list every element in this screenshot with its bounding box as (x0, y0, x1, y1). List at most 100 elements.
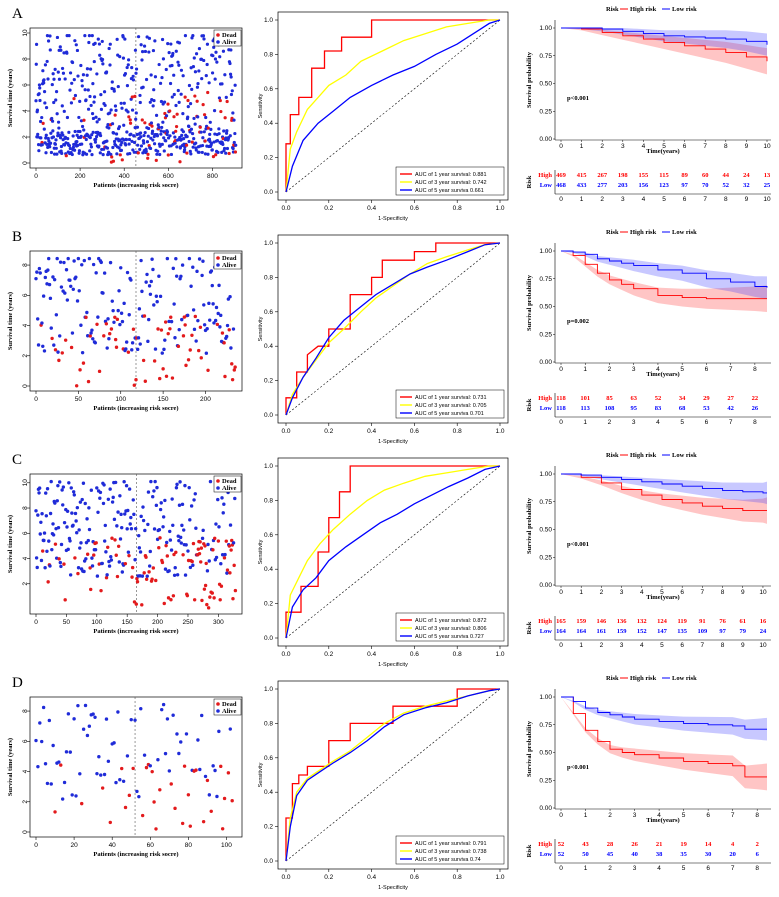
alive-point (94, 135, 99, 139)
alive-point (70, 152, 74, 157)
alive-point (172, 73, 176, 77)
alive-point (164, 139, 168, 143)
km-xtick-label: 1 (579, 589, 583, 596)
alive-point (127, 487, 132, 491)
dead-point (169, 598, 173, 602)
dead-point (219, 584, 224, 588)
legend-alive-marker (216, 709, 220, 713)
dead-point (193, 94, 197, 98)
alive-point (43, 63, 48, 67)
risk-low-count: 42 (727, 405, 734, 412)
alive-point (88, 67, 93, 71)
dead-point (69, 345, 74, 350)
alive-point (212, 321, 216, 325)
alive-point (157, 62, 161, 67)
alive-point (44, 133, 48, 137)
alive-point (88, 136, 92, 140)
alive-point (73, 511, 78, 516)
dead-point (151, 566, 156, 570)
km-high-curve (561, 473, 767, 512)
alive-point (121, 56, 126, 60)
risk-high-count: 4 (731, 841, 735, 848)
alive-point (51, 129, 55, 133)
scatter-ytick-label: 2 (22, 800, 29, 804)
alive-point (106, 123, 110, 127)
risk-xtick-label: 2 (608, 865, 612, 872)
alive-point (59, 564, 63, 569)
alive-point (58, 136, 63, 140)
alive-point (140, 58, 144, 62)
dead-point (208, 595, 212, 599)
alive-point (76, 566, 81, 570)
roc-curve-3 (285, 465, 501, 639)
alive-point (79, 134, 83, 138)
roc-xtick-label: 0.0 (281, 651, 290, 658)
roc-curve-3 (285, 19, 501, 193)
roc-ytick-label: 0.4 (264, 789, 273, 796)
dead-point (53, 542, 58, 546)
dead-point (228, 571, 232, 575)
dead-point (197, 551, 202, 556)
alive-point (58, 260, 63, 264)
roc-diagonal (285, 465, 501, 639)
alive-point (126, 550, 131, 554)
km-ytick-label: 0.25 (539, 777, 552, 784)
dead-point (74, 384, 79, 388)
alive-point (127, 313, 131, 317)
scatter-xtick-label: 100 (91, 619, 102, 626)
dead-point (144, 577, 149, 581)
scatter-xtick-label: 200 (152, 619, 163, 626)
alive-point (117, 560, 121, 564)
dead-point (166, 153, 170, 157)
alive-point (129, 132, 133, 136)
alive-point (204, 115, 208, 120)
scatter-ylabel: Survival time (years) (7, 515, 14, 573)
alive-point (60, 104, 64, 108)
alive-point (94, 115, 98, 119)
alive-point (167, 319, 171, 324)
alive-point (212, 45, 216, 49)
alive-point (80, 79, 84, 83)
dead-point (53, 810, 57, 814)
alive-point (156, 149, 160, 153)
risk-high-count: 136 (617, 618, 628, 625)
alive-point (78, 99, 82, 103)
dead-point (186, 98, 190, 103)
alive-point (84, 152, 89, 156)
alive-point (168, 529, 172, 534)
dead-point (214, 153, 218, 157)
alive-point (139, 135, 143, 139)
alive-point (189, 127, 194, 131)
km-xtick-label: 5 (680, 366, 684, 373)
alive-point (208, 120, 212, 124)
alive-point (93, 341, 98, 345)
alive-point (94, 271, 98, 275)
dead-point (186, 793, 191, 797)
dead-point (192, 598, 197, 602)
alive-point (74, 794, 78, 798)
alive-point (186, 105, 190, 109)
risk-table-title: Risk (526, 398, 533, 411)
dead-point (88, 334, 92, 338)
km-xtick-label: 10 (759, 589, 767, 596)
alive-point (125, 754, 130, 758)
dead-point (57, 358, 61, 363)
dead-point (197, 348, 201, 353)
risk-high-count: 132 (637, 618, 647, 625)
alive-point (173, 141, 177, 145)
risk-xtick-label: 7 (703, 196, 707, 203)
alive-point (199, 130, 203, 134)
dead-point (213, 536, 217, 541)
dead-point (219, 764, 223, 769)
alive-point (216, 311, 220, 316)
alive-point (170, 497, 174, 501)
dead-point (222, 556, 227, 560)
alive-point (208, 132, 212, 136)
alive-point (220, 496, 224, 500)
alive-point (194, 148, 198, 152)
alive-point (35, 565, 39, 570)
dead-point (128, 118, 132, 122)
alive-point (125, 270, 130, 275)
alive-point (225, 571, 229, 575)
alive-point (194, 141, 198, 145)
